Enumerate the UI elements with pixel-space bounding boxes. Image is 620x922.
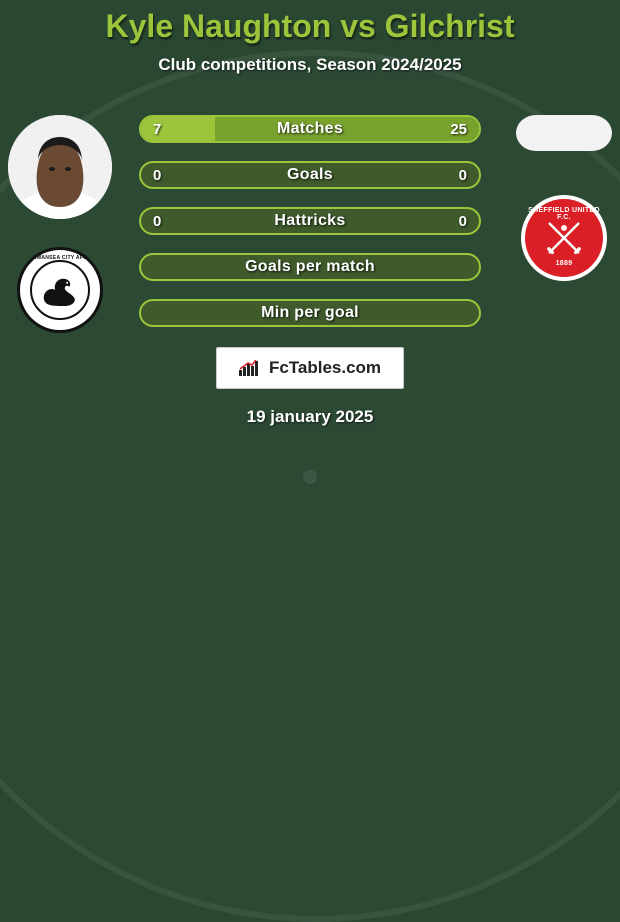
bar-label: Min per goal	[141, 301, 479, 325]
left-club-logo: SWANSEA CITY AFC	[17, 247, 103, 333]
right-player-column: SHEFFIELD UNITED F.C. 1889	[516, 115, 612, 281]
bar-value-right: 0	[459, 163, 467, 187]
person-icon	[8, 115, 112, 219]
bar-chart-icon	[239, 360, 261, 376]
attribution-text: FcTables.com	[269, 358, 381, 378]
stat-bars: Matches725Goals00Hattricks00Goals per ma…	[139, 115, 481, 327]
bar-value-right: 25	[450, 117, 467, 141]
bar-value-left: 7	[153, 117, 161, 141]
comparison-area: SWANSEA CITY AFC SHEFFIELD UNITED F.C. 1…	[0, 115, 620, 327]
bar-label: Hattricks	[141, 209, 479, 233]
attribution-badge: FcTables.com	[216, 347, 404, 389]
bar-label: Goals per match	[141, 255, 479, 279]
comparison-date: 19 january 2025	[247, 407, 374, 427]
bar-value-left: 0	[153, 209, 161, 233]
bar-label: Matches	[141, 117, 479, 141]
left-player-column: SWANSEA CITY AFC	[8, 115, 112, 333]
stat-bar: Hattricks0 0	[139, 207, 481, 235]
comparison-title: Kyle Naughton vs Gilchrist	[106, 8, 515, 45]
stat-bar: Matches7 25	[139, 115, 481, 143]
left-player-photo	[8, 115, 112, 219]
bar-value-right: 0	[459, 209, 467, 233]
bar-label: Goals	[141, 163, 479, 187]
comparison-subtitle: Club competitions, Season 2024/2025	[158, 55, 461, 75]
bar-value-left: 0	[153, 163, 161, 187]
stat-bar: Goals per match	[139, 253, 481, 281]
swan-icon	[36, 266, 84, 314]
right-club-logo: SHEFFIELD UNITED F.C. 1889	[521, 195, 607, 281]
crossed-swords-icon	[543, 217, 585, 259]
left-club-text: SWANSEA CITY AFC	[20, 255, 100, 261]
right-club-year: 1889	[525, 260, 603, 267]
stat-bar: Goals0 0	[139, 161, 481, 189]
stat-bar: Min per goal	[139, 299, 481, 327]
right-player-photo	[516, 115, 612, 151]
